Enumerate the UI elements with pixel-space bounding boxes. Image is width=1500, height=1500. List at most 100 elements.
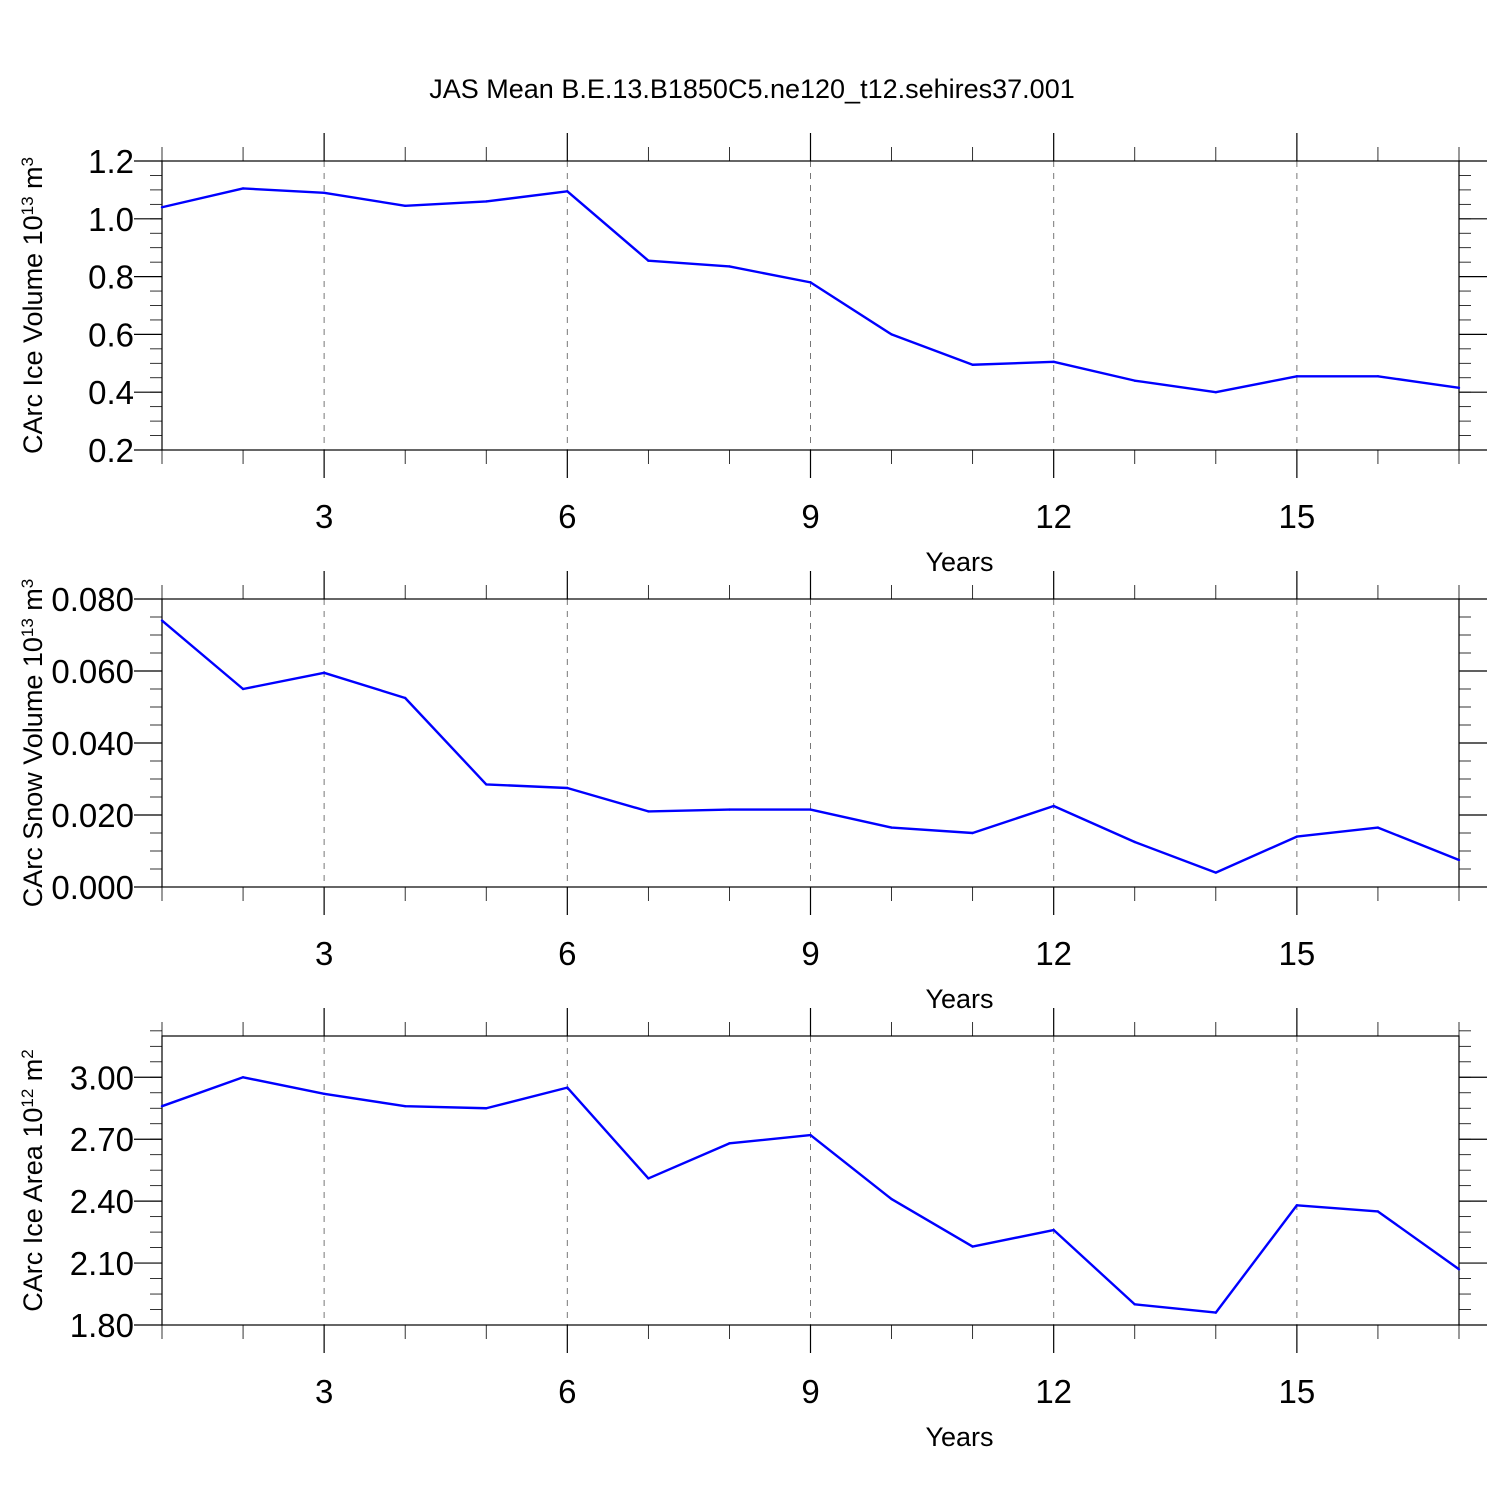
y-axis-title-text: m xyxy=(18,166,48,196)
y-tick-label: 2.40 xyxy=(70,1183,134,1220)
y-tick-label: 0.2 xyxy=(88,432,134,469)
data-point xyxy=(1214,1311,1218,1314)
y-axis-title-text: m xyxy=(18,588,48,618)
data-point xyxy=(403,696,407,700)
data-point xyxy=(160,1104,164,1108)
chart-title: JAS Mean B.E.13.B1850C5.ne120_t12.sehire… xyxy=(429,74,1074,104)
data-point xyxy=(1295,835,1299,838)
x-tick-label: 12 xyxy=(1035,498,1072,535)
data-point xyxy=(403,204,407,207)
x-tick-label: 12 xyxy=(1035,935,1072,972)
y-tick-label: 0.080 xyxy=(51,581,134,618)
y-tick-label: 2.10 xyxy=(70,1245,134,1282)
data-point xyxy=(485,783,488,786)
y-tick-label: 1.0 xyxy=(88,201,134,238)
y-axis-title-exponent: 3 xyxy=(18,157,37,166)
data-point xyxy=(322,671,326,674)
data-point xyxy=(1133,840,1136,844)
data-point xyxy=(1052,360,1055,364)
panel-3: 1.80 2.10 2.40 2.70 3.00 3 6 9 12 15 Years CArc Ice… xyxy=(18,1008,1487,1452)
data-point xyxy=(971,1245,974,1248)
data-point xyxy=(647,1177,650,1180)
x-tick-label: 15 xyxy=(1279,498,1316,535)
data-point xyxy=(485,1107,488,1110)
y-axis-title: CArc Ice Volume 1013 m3 xyxy=(18,157,49,454)
y-tick-label: 0.020 xyxy=(51,797,134,834)
data-point xyxy=(241,187,245,190)
y-axis-title-exponent: 2 xyxy=(18,1049,37,1058)
panel-1: 0.2 0.4 0.6 0.8 1.0 1.2 3 6 9 12 15 Years CArc Ice V… xyxy=(18,133,1487,577)
data-point xyxy=(647,259,650,262)
data-point xyxy=(322,1092,326,1096)
data-point xyxy=(566,786,569,790)
data-point xyxy=(403,1104,407,1108)
data-point xyxy=(1376,375,1380,378)
data-point xyxy=(809,1133,812,1137)
data-point xyxy=(890,826,893,829)
x-tick-label: 12 xyxy=(1035,1373,1072,1410)
data-point xyxy=(1052,1228,1055,1232)
data-point xyxy=(890,333,893,336)
y-axis-title-text: m xyxy=(18,1059,48,1089)
y-axis-title-exponent: 13 xyxy=(18,196,37,215)
data-point xyxy=(1133,379,1136,382)
x-tick-label: 3 xyxy=(315,935,333,972)
y-tick-label: 2.70 xyxy=(70,1121,134,1158)
data-point xyxy=(566,1086,569,1089)
x-tick-label: 3 xyxy=(315,498,333,535)
x-tick-label: 15 xyxy=(1279,935,1316,972)
y-tick-label: 0.060 xyxy=(51,653,134,690)
data-point xyxy=(1295,375,1299,378)
data-point xyxy=(566,190,569,193)
data-point xyxy=(322,191,326,194)
data-point xyxy=(809,281,812,284)
y-tick-label: 1.2 xyxy=(88,143,134,180)
series-line xyxy=(161,187,1460,394)
y-tick-label: 0.000 xyxy=(51,869,134,906)
data-point xyxy=(1457,858,1461,862)
x-axis-title: Years xyxy=(925,984,993,1014)
data-point xyxy=(1376,826,1380,829)
y-tick-label: 0.8 xyxy=(88,259,134,296)
data-point xyxy=(241,1076,245,1079)
data-point xyxy=(485,200,488,203)
y-axis-title: CArc Snow Volume 1013 m3 xyxy=(18,579,49,908)
x-tick-label: 6 xyxy=(558,1373,576,1410)
data-point xyxy=(728,1142,731,1145)
data-point xyxy=(1295,1204,1299,1207)
x-tick-label: 6 xyxy=(558,498,576,535)
y-tick-label: 0.6 xyxy=(88,316,134,353)
x-axis-title: Years xyxy=(925,1422,993,1452)
data-point xyxy=(1133,1303,1136,1306)
y-axis-title-exponent: 12 xyxy=(18,1089,37,1108)
y-axis-title-text: CArc Ice Area 10 xyxy=(18,1108,48,1312)
x-tick-label: 3 xyxy=(315,1373,333,1410)
data-point xyxy=(1052,804,1055,808)
data-point xyxy=(809,808,812,811)
y-axis-title: CArc Ice Area 1012 m2 xyxy=(18,1049,49,1312)
y-tick-label: 0.4 xyxy=(88,374,134,411)
data-point xyxy=(1376,1210,1380,1213)
data-point xyxy=(971,363,974,366)
data-point xyxy=(647,810,650,813)
data-point xyxy=(1457,1268,1461,1271)
x-tick-label: 15 xyxy=(1279,1373,1316,1410)
panel-2: 0.000 0.020 0.040 0.060 0.080 3 6 9 12 15 Years CAr… xyxy=(18,571,1487,1014)
data-point xyxy=(728,265,731,268)
y-axis-title-text: CArc Snow Volume 10 xyxy=(18,637,48,907)
x-tick-label: 9 xyxy=(801,1373,819,1410)
y-tick-label: 1.80 xyxy=(70,1307,134,1344)
data-point xyxy=(160,619,164,622)
data-point xyxy=(241,687,245,691)
data-point xyxy=(728,808,731,811)
panels-group: 0.2 0.4 0.6 0.8 1.0 1.2 3 6 9 12 15 Years CArc Ice V… xyxy=(18,133,1487,1452)
y-tick-label: 3.00 xyxy=(70,1059,134,1096)
data-point xyxy=(1214,391,1218,394)
x-tick-label: 9 xyxy=(801,498,819,535)
data-point xyxy=(1214,871,1218,874)
y-axis-title-exponent: 13 xyxy=(18,618,37,637)
x-tick-label: 6 xyxy=(558,935,576,972)
data-point xyxy=(160,206,164,209)
data-point xyxy=(890,1197,893,1201)
